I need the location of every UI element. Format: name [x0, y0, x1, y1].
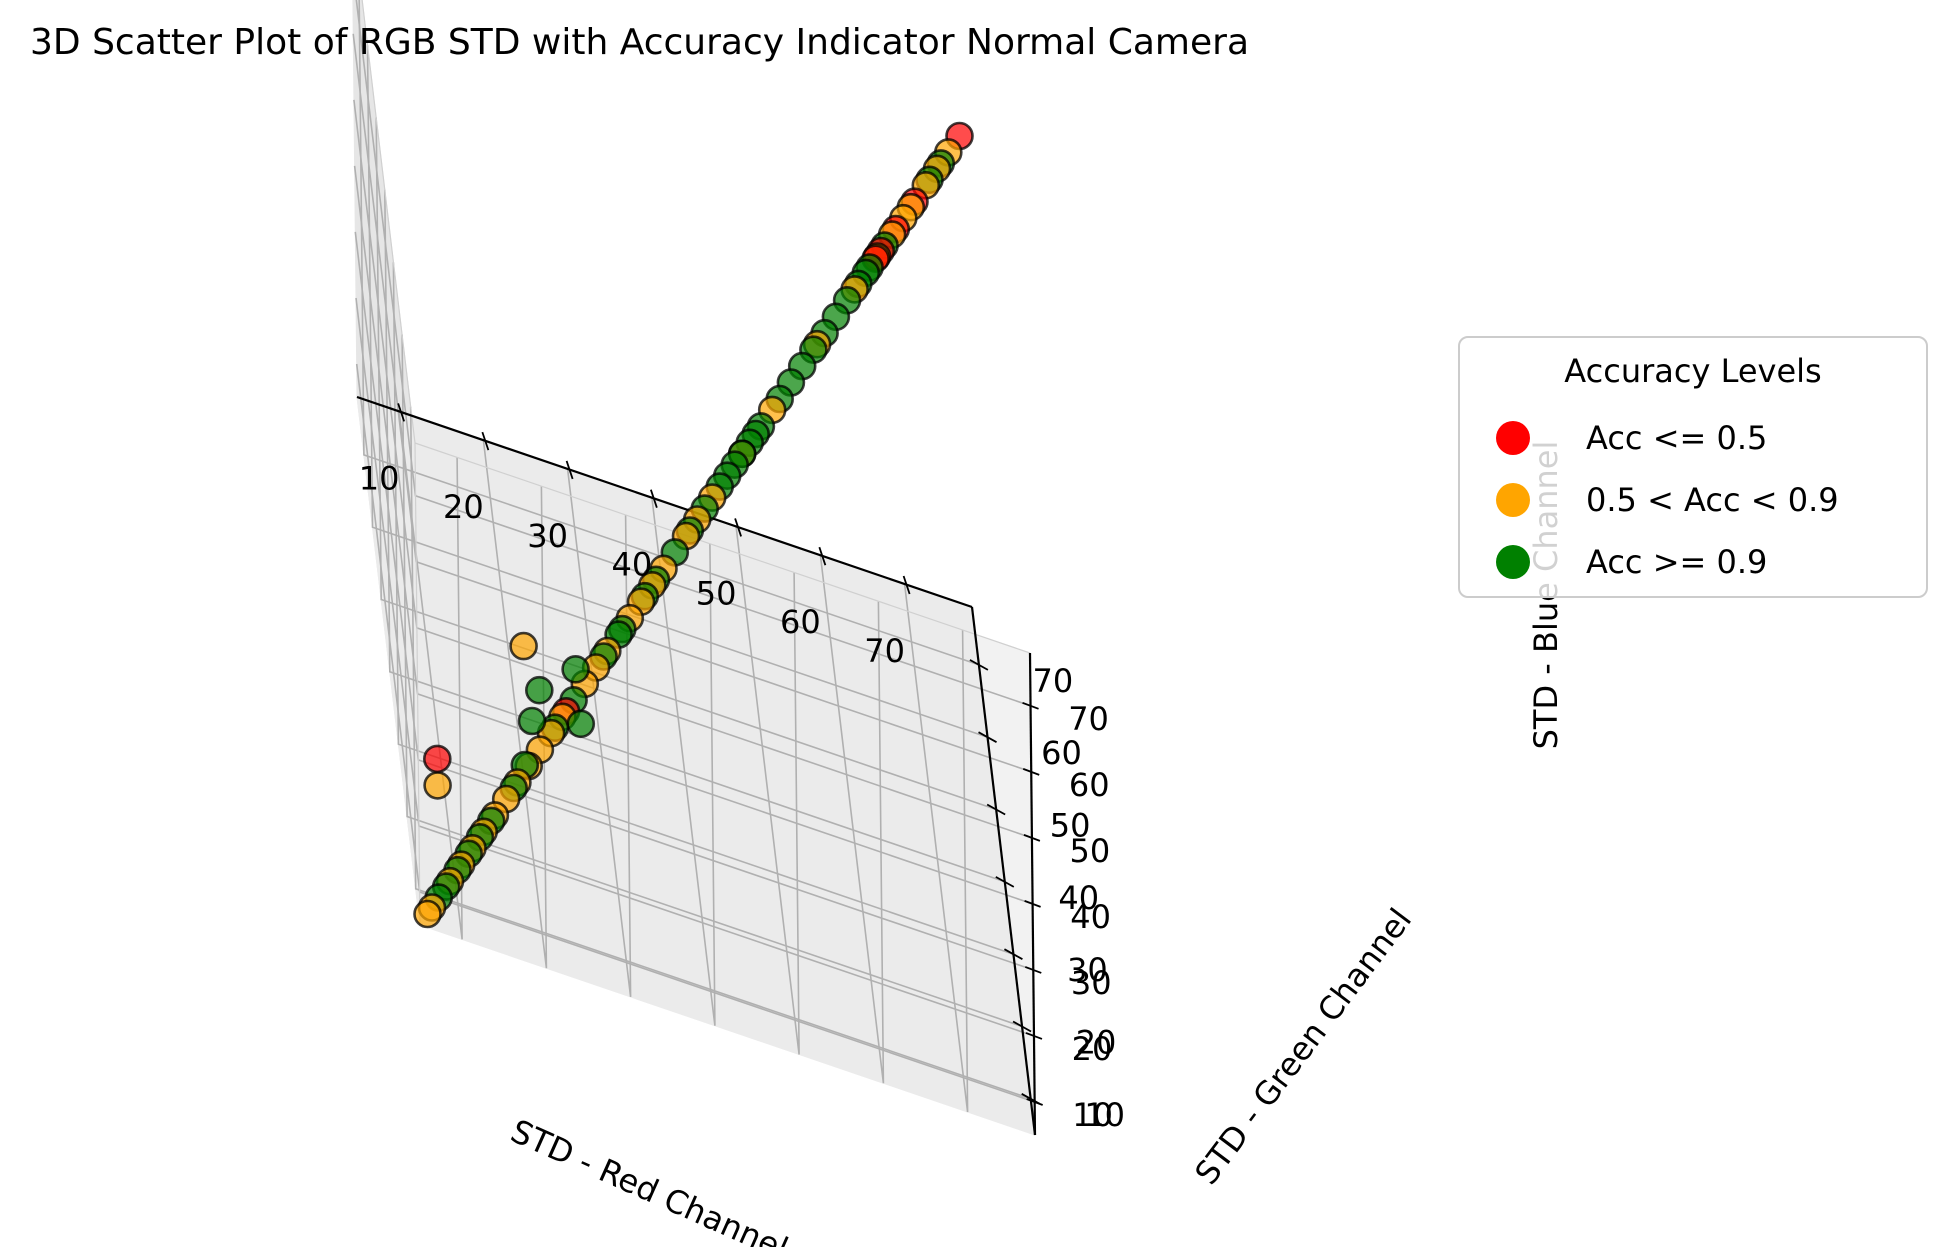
- y-tick-label: 50: [1050, 807, 1091, 845]
- legend-label-mid: 0.5 < Acc < 0.9: [1586, 481, 1839, 519]
- z-tick-label: 10: [1072, 1096, 1113, 1134]
- legend-marker-red-dot: [1496, 421, 1530, 455]
- z-tick-label: 30: [1071, 964, 1112, 1002]
- z-tick: [1022, 701, 1039, 710]
- z-tick-label: 70: [1068, 700, 1109, 738]
- grid-line-x: [651, 497, 716, 1026]
- x-tick-label: 70: [864, 632, 905, 670]
- grid-line-y: [409, 406, 1031, 1100]
- grid-line-y: [366, 45, 988, 738]
- y-tick: [978, 731, 997, 743]
- y-tick: [969, 659, 989, 671]
- y-axis-label: STD - Green Channel: [1187, 901, 1419, 1191]
- y-tick: [1012, 1020, 1032, 1033]
- x-axis-label: STD - Red Channel: [505, 1112, 793, 1247]
- z-tick-label: 40: [1070, 898, 1111, 936]
- legend-label-low: Acc <= 0.5: [1586, 419, 1768, 457]
- legend-title: Accuracy Levels: [1564, 352, 1822, 390]
- y-axis-line: [970, 606, 1037, 1136]
- axis-panes: [352, 0, 1036, 1136]
- grid-line-y: [375, 117, 997, 811]
- legend-label-high: Acc >= 0.9: [1586, 543, 1768, 581]
- scatter-points: [413, 121, 974, 929]
- grid-line-x: [482, 440, 548, 969]
- x-tick-label: 20: [443, 488, 484, 526]
- x-tick-label: 60: [780, 603, 821, 641]
- grid-line-x: [735, 526, 800, 1055]
- y-tick-label: 20: [1076, 1024, 1117, 1062]
- y-tick: [1003, 948, 1023, 960]
- axis-lines: [356, 395, 1037, 1136]
- z-tick-label: 20: [1072, 1030, 1113, 1068]
- y-tick-label: 70: [1033, 662, 1074, 700]
- y-tick: [995, 876, 1015, 888]
- y-tick: [986, 803, 1006, 816]
- grid-line-y: [392, 262, 1014, 955]
- legend: Accuracy Levels Acc <= 0.5 0.5 < Acc < 0…: [1458, 336, 1928, 598]
- z-tick: [1024, 966, 1042, 974]
- grid-line-x: [566, 468, 632, 997]
- grid-line-y: [401, 334, 1023, 1028]
- scatter-point: [524, 675, 554, 705]
- y-tick-label: 10: [1084, 1096, 1125, 1134]
- legend-item-mid: 0.5 < Acc < 0.9: [1496, 478, 1839, 522]
- y-tick-label: 60: [1041, 734, 1082, 772]
- x-tick: [481, 431, 490, 451]
- x-tick: [734, 518, 742, 537]
- scatter-point: [517, 706, 547, 736]
- z-tick-label: 60: [1069, 766, 1110, 804]
- z-tick: [1025, 1032, 1043, 1040]
- grid-lines: [352, 0, 1035, 1113]
- x-tick: [565, 460, 574, 480]
- scatter-point: [422, 744, 452, 774]
- legend-item-high: Acc >= 0.9: [1496, 540, 1767, 584]
- legend-item-low: Acc <= 0.5: [1496, 416, 1767, 460]
- chart-title: 3D Scatter Plot of RGB STD with Accuracy…: [30, 22, 1250, 63]
- z-tick: [1026, 1098, 1043, 1106]
- grid-line-x: [398, 411, 463, 940]
- x-axis-line: [356, 395, 973, 609]
- grid-line-y: [384, 189, 1006, 883]
- x-tick: [397, 403, 405, 422]
- scatter-point: [509, 631, 538, 661]
- x-tick-label: 10: [359, 459, 400, 497]
- legend-marker-orange-dot: [1496, 483, 1530, 517]
- legend-marker-green-dot: [1496, 545, 1530, 579]
- z-tick: [1022, 768, 1040, 776]
- scatter-point: [413, 899, 442, 929]
- x-tick-label: 30: [527, 517, 568, 555]
- x-tick-label: 50: [696, 574, 737, 612]
- y-tick-label: 30: [1067, 951, 1108, 989]
- pane-edge-corner: [414, 442, 421, 926]
- x-tick: [650, 489, 658, 508]
- scatter-point: [561, 654, 590, 684]
- x-tick-label: 40: [612, 546, 653, 584]
- grid-line-x: [903, 583, 969, 1113]
- x-tick: [818, 546, 827, 566]
- axis-ticks: [397, 403, 1043, 1106]
- grid-line-y: [358, 0, 980, 666]
- z-axis-line: [1028, 652, 1037, 1136]
- scatter-point: [566, 709, 596, 739]
- y-tick-label: 40: [1058, 879, 1099, 917]
- grid-line-x: [819, 555, 885, 1084]
- scatter-point: [423, 771, 452, 800]
- z-tick: [1024, 900, 1041, 908]
- z-tick-label: 50: [1070, 832, 1111, 870]
- x-tick: [902, 575, 911, 595]
- z-tick: [1023, 834, 1041, 842]
